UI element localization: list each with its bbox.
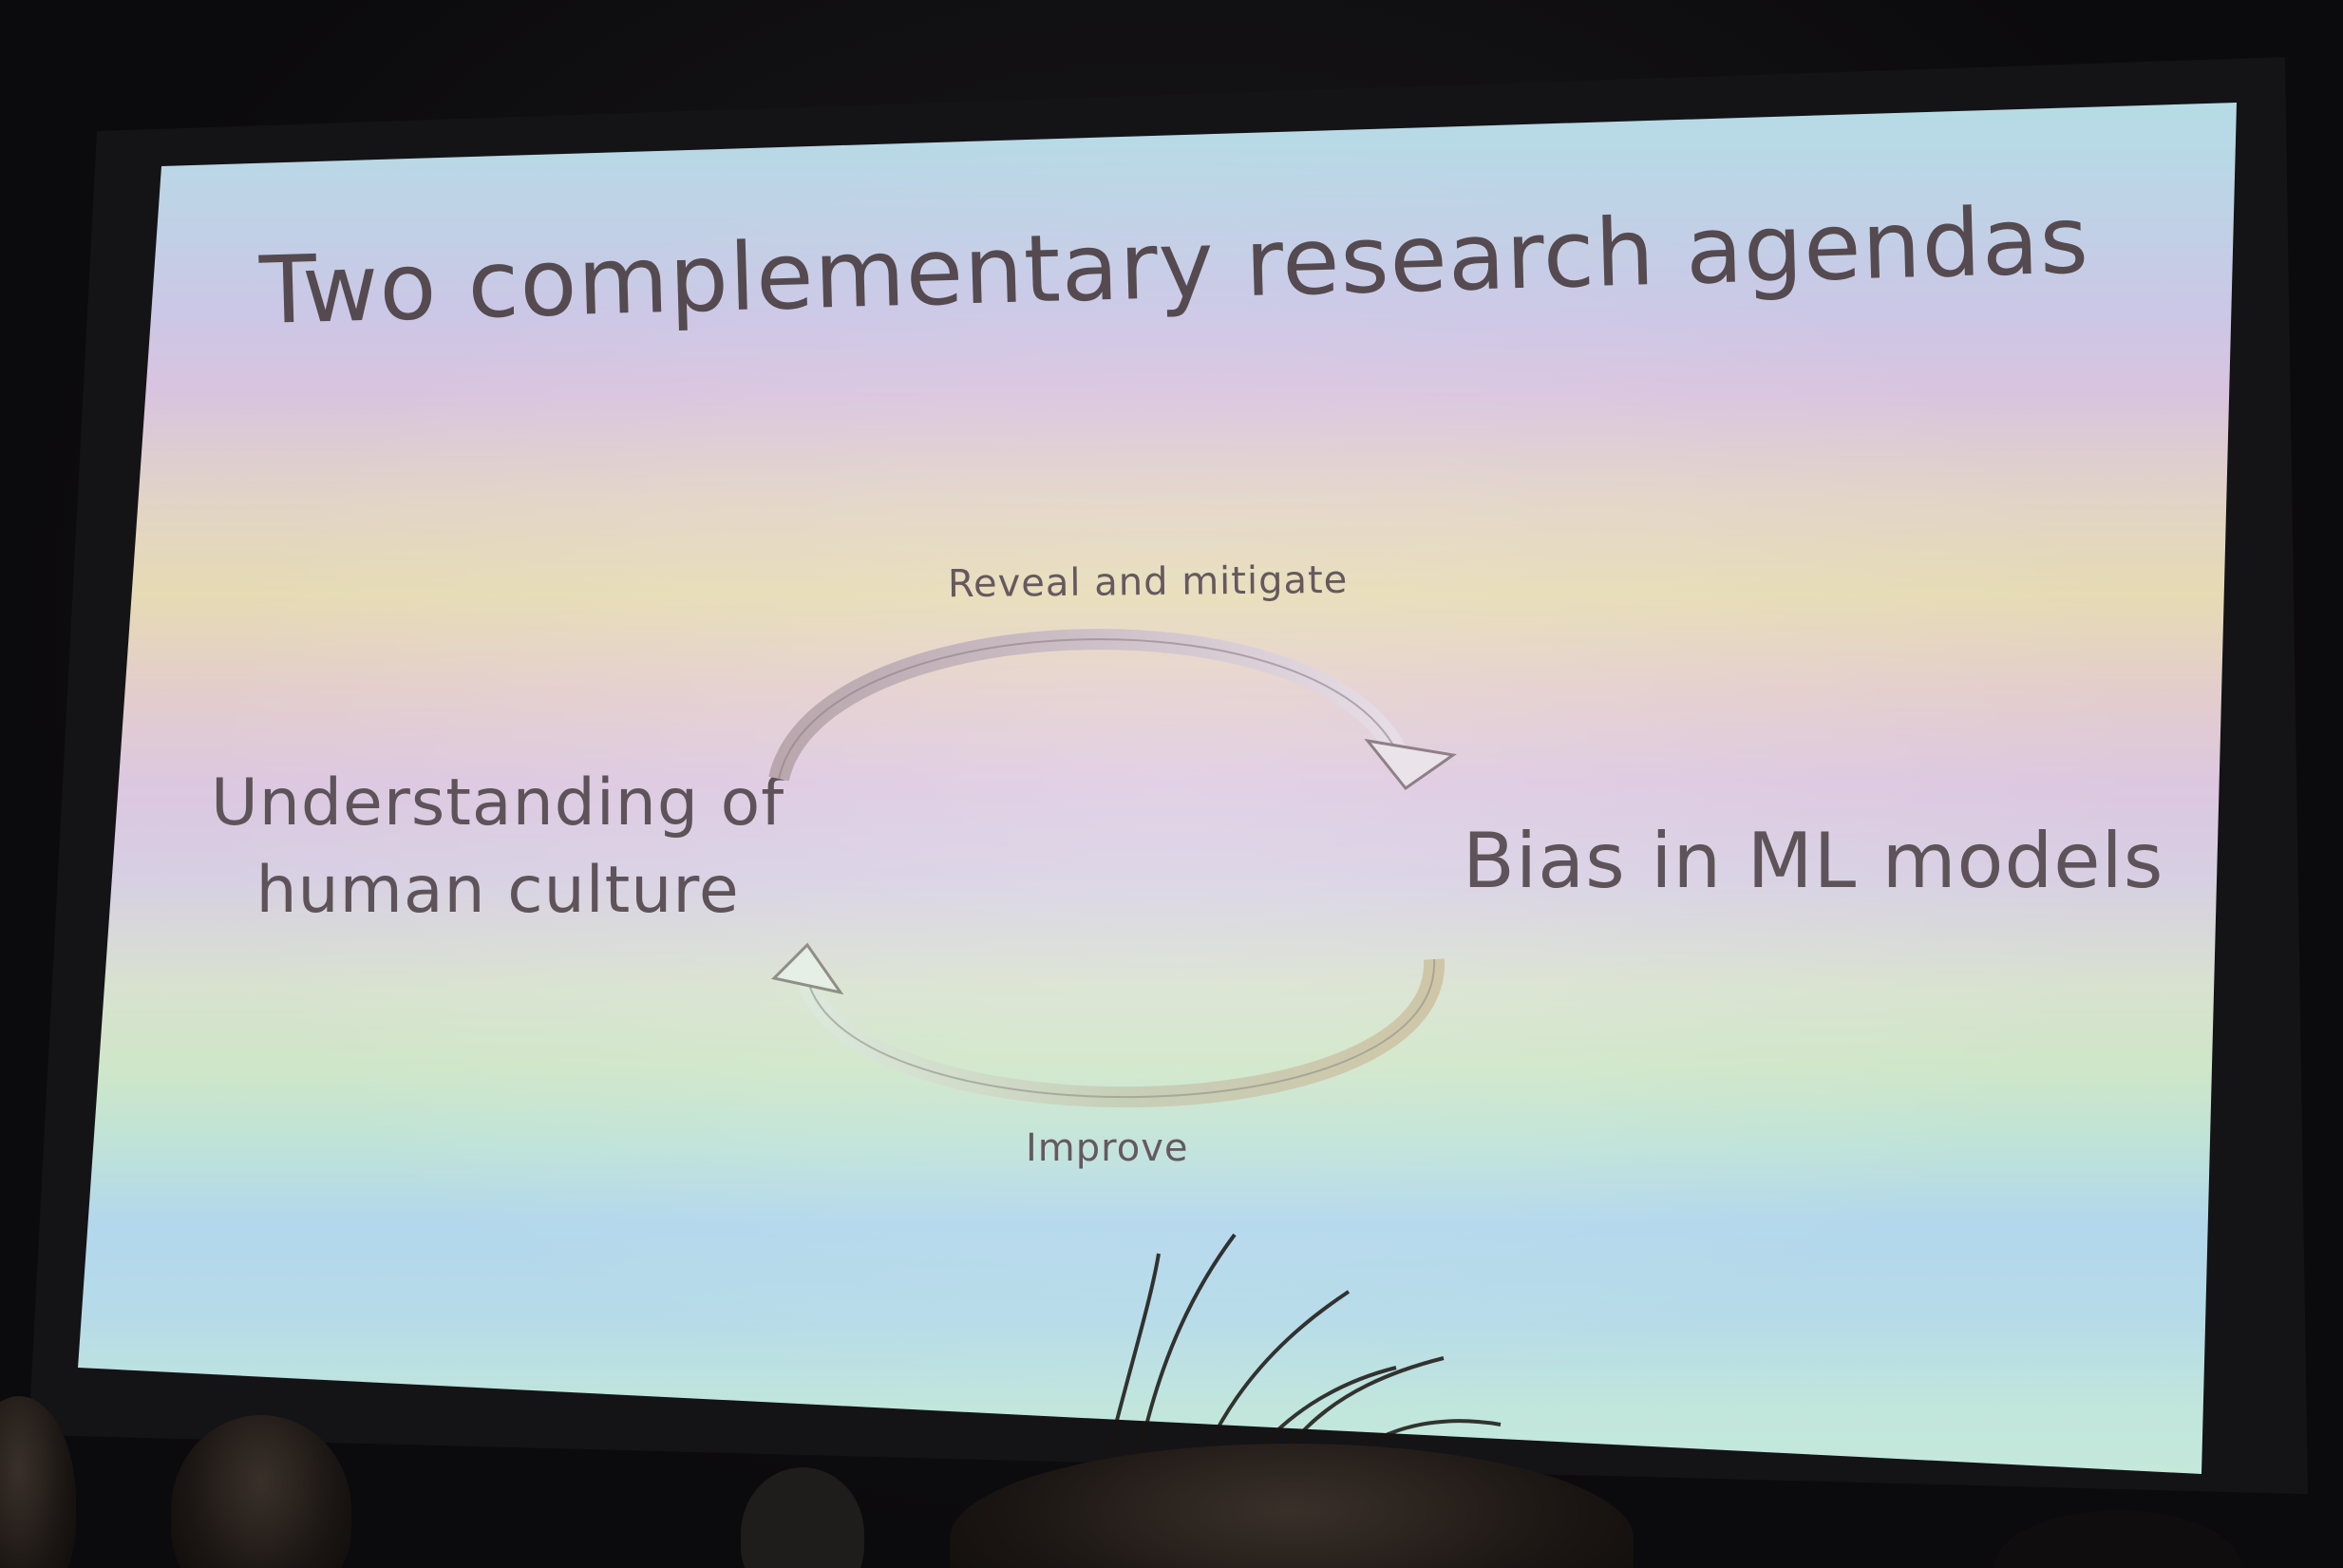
- cycle-bottom-label: Improve: [1026, 1126, 1189, 1170]
- arrow-reveal-and-mitigate: [768, 629, 1457, 791]
- arrow-improve: [770, 942, 1445, 1107]
- cycle-right-node: Bias in ML models: [1463, 817, 2164, 905]
- audience-head: [741, 1467, 864, 1568]
- cycle-left-node: Understanding of human culture: [211, 765, 785, 928]
- audience-head: [171, 1415, 351, 1568]
